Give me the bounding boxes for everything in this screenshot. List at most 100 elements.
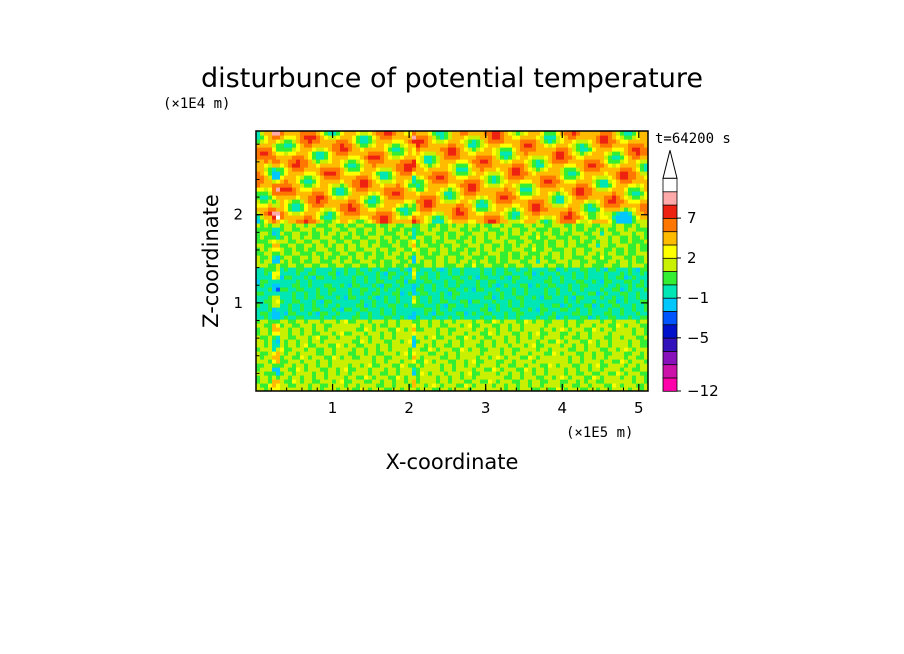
field-cell	[380, 383, 385, 388]
field-cell	[312, 279, 317, 284]
field-cell	[308, 319, 313, 324]
field-cell	[604, 195, 609, 200]
field-cell	[552, 295, 557, 300]
field-cell	[592, 303, 597, 308]
field-cell	[268, 187, 273, 192]
field-cell	[384, 303, 389, 308]
field-cell	[344, 299, 349, 304]
field-cell	[484, 187, 489, 192]
field-cell	[420, 371, 425, 376]
field-cell	[264, 235, 269, 240]
field-cell	[488, 191, 493, 196]
field-cell	[344, 263, 349, 268]
field-cell	[392, 379, 397, 384]
field-cell	[352, 207, 357, 212]
field-cell	[612, 351, 617, 356]
field-cell	[556, 367, 561, 372]
field-cell	[388, 307, 393, 312]
field-cell	[540, 211, 545, 216]
field-cell	[572, 199, 577, 204]
field-cell	[576, 251, 581, 256]
field-cell	[568, 335, 573, 340]
field-cell	[552, 343, 557, 348]
field-cell	[404, 303, 409, 308]
field-cell	[536, 347, 541, 352]
field-cell	[416, 231, 421, 236]
field-cell	[320, 219, 325, 224]
field-cell	[624, 343, 629, 348]
field-cell	[484, 195, 489, 200]
field-cell	[316, 263, 321, 268]
field-cell	[268, 371, 273, 376]
field-cell	[496, 359, 501, 364]
field-cell	[336, 211, 341, 216]
field-cell	[408, 207, 413, 212]
field-cell	[300, 275, 305, 280]
field-cell	[324, 239, 329, 244]
field-cell	[608, 259, 613, 264]
field-cell	[484, 223, 489, 228]
field-cell	[424, 363, 429, 368]
field-cell	[300, 199, 305, 204]
field-cell	[484, 207, 489, 212]
field-cell	[624, 207, 629, 212]
field-cell	[488, 247, 493, 252]
field-cell	[644, 327, 648, 332]
field-cell	[440, 287, 445, 292]
field-cell	[492, 271, 497, 276]
field-cell	[272, 335, 277, 340]
field-cell	[296, 259, 301, 264]
field-cell	[580, 187, 585, 192]
field-cell	[336, 271, 341, 276]
field-cell	[592, 331, 597, 336]
field-cell	[292, 199, 297, 204]
field-cell	[276, 271, 281, 276]
field-cell	[448, 363, 453, 368]
field-cell	[480, 195, 485, 200]
field-cell	[476, 339, 481, 344]
field-cell	[392, 303, 397, 308]
field-cell	[548, 235, 553, 240]
field-cell	[276, 319, 281, 324]
field-cell	[436, 219, 441, 224]
field-cell	[440, 327, 445, 332]
field-cell	[612, 383, 617, 388]
field-cell	[512, 299, 517, 304]
field-cell	[420, 367, 425, 372]
field-cell	[380, 231, 385, 236]
field-cell	[376, 287, 381, 292]
field-cell	[492, 203, 497, 208]
field-cell	[412, 343, 417, 348]
field-cell	[500, 279, 505, 284]
field-cell	[392, 375, 397, 380]
field-cell	[296, 243, 301, 248]
field-cell	[304, 371, 309, 376]
field-cell	[292, 291, 297, 296]
field-cell	[544, 287, 549, 292]
field-cell	[588, 351, 593, 356]
field-cell	[616, 387, 621, 391]
field-cell	[448, 243, 453, 248]
field-cell	[492, 195, 497, 200]
field-cell	[588, 227, 593, 232]
field-cell	[304, 307, 309, 312]
field-cell	[624, 255, 629, 260]
field-cell	[492, 187, 497, 192]
field-cell	[428, 351, 433, 356]
field-cell	[608, 307, 613, 312]
field-cell	[424, 211, 429, 216]
field-cell	[576, 303, 581, 308]
field-cell	[488, 255, 493, 260]
field-cell	[468, 315, 473, 320]
field-cell	[624, 299, 629, 304]
field-cell	[324, 295, 329, 300]
field-cell	[312, 267, 317, 272]
field-cell	[276, 195, 281, 200]
field-cell	[436, 355, 441, 360]
field-cell	[536, 299, 541, 304]
field-cell	[368, 311, 373, 316]
field-cell	[508, 291, 513, 296]
field-cell	[476, 235, 481, 240]
field-cell	[420, 255, 425, 260]
field-cell	[584, 379, 589, 384]
